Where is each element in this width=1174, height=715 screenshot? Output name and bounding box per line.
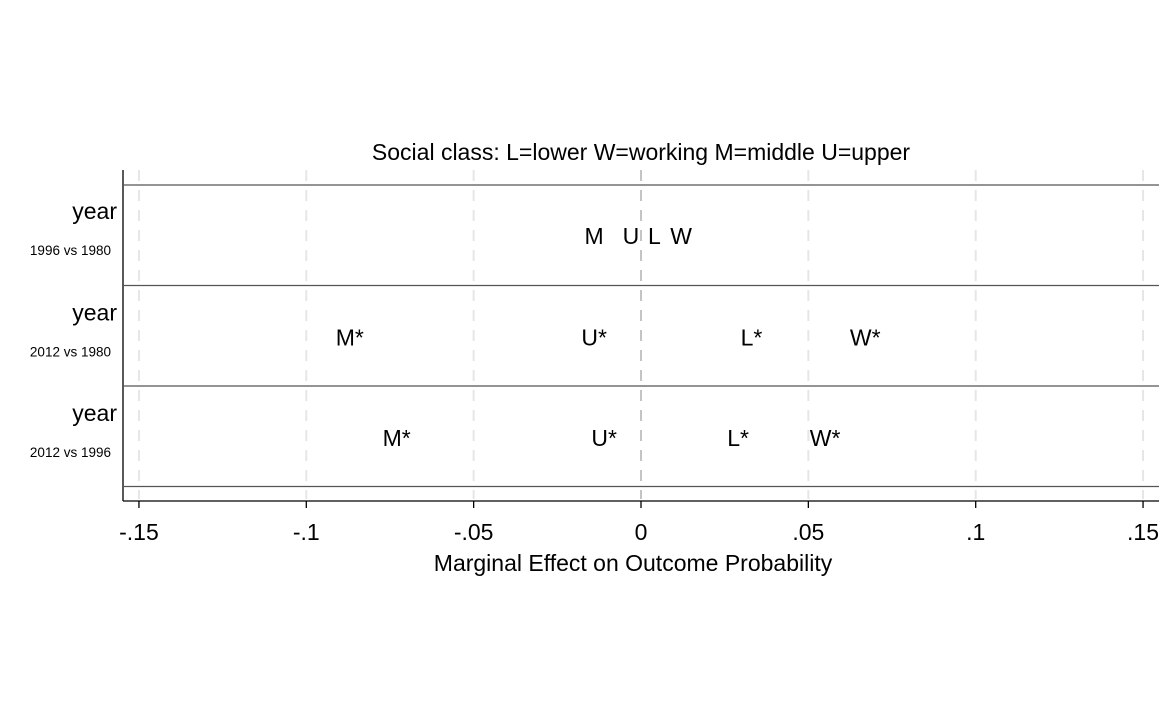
row-sublabel: 1996 vs 1980 — [30, 243, 111, 258]
row-sublabel: 2012 vs 1980 — [30, 345, 111, 360]
row-label: year — [72, 400, 117, 426]
x-tick-label: 0 — [635, 519, 648, 545]
point-marker-w-sig: W* — [810, 425, 841, 451]
row-label: year — [72, 300, 117, 326]
x-tick-label: -.05 — [454, 519, 494, 545]
grid — [137, 170, 1145, 499]
x-axis: -.15 -.1 -.05 0 .05 .1 .15 — [119, 501, 1159, 545]
x-tick-label: .15 — [1127, 519, 1159, 545]
x-axis-title: Marginal Effect on Outcome Probability — [434, 550, 833, 576]
point-marker-l: L — [648, 223, 661, 249]
point-marker-u-sig: U* — [591, 425, 617, 451]
point-marker-l-sig: L* — [741, 325, 763, 351]
point-marker-u-sig: U* — [581, 325, 607, 351]
x-tick-label: .1 — [966, 519, 985, 545]
x-tick-label: -.1 — [293, 519, 320, 545]
row-sublabel: 2012 vs 1996 — [30, 445, 111, 460]
point-marker-u: U — [623, 223, 640, 249]
point-marker-l-sig: L* — [727, 425, 749, 451]
point-marker-m-sig: M* — [383, 425, 411, 451]
chart-title: Social class: L=lower W=working M=middle… — [372, 139, 911, 165]
point-marker-m-sig: M* — [336, 325, 364, 351]
row-label: year — [72, 198, 117, 224]
point-marker-w: W — [670, 223, 692, 249]
point-marker-m: M — [585, 223, 604, 249]
point-marker-w-sig: W* — [850, 325, 881, 351]
x-tick-label: -.15 — [119, 519, 159, 545]
x-tick-label: .05 — [792, 519, 824, 545]
